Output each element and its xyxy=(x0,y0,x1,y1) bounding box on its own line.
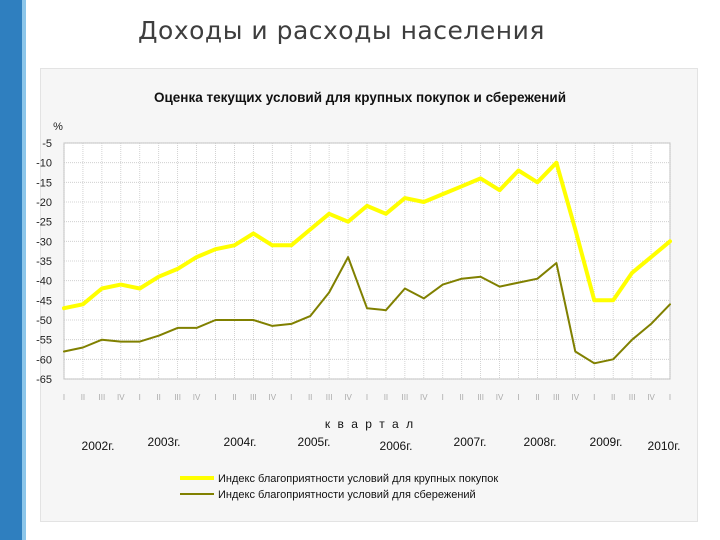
y-tick-label: -10 xyxy=(36,158,52,170)
x-tick-label: III xyxy=(553,393,560,402)
slide-title: Доходы и расходы населения xyxy=(138,16,545,45)
y-tick-label: -55 xyxy=(36,335,52,347)
x-tick-label: II xyxy=(308,393,312,402)
year-label: 2006г. xyxy=(380,439,413,453)
x-tick-label: I xyxy=(214,393,216,402)
year-label: 2009г. xyxy=(590,435,623,449)
x-tick-label: II xyxy=(535,393,539,402)
x-tick-label: II xyxy=(611,393,615,402)
chart-title: Оценка текущих условий для крупных покуп… xyxy=(154,90,566,105)
legend-label-1: Индекс благоприятности условий для крупн… xyxy=(218,473,498,485)
year-label: 2003г. xyxy=(148,435,181,449)
x-tick-label: I xyxy=(593,393,595,402)
x-tick-label: IV xyxy=(572,393,580,402)
x-tick-label: I xyxy=(290,393,292,402)
y-tick-label: -45 xyxy=(36,295,52,307)
x-tick-label: IV xyxy=(193,393,201,402)
year-label: 2010г. xyxy=(648,439,681,453)
x-tick-label: IV xyxy=(269,393,277,402)
year-label: 2002г. xyxy=(82,439,115,453)
x-tick-label: II xyxy=(81,393,85,402)
y-tick-label: -40 xyxy=(36,276,52,288)
x-tick-label: I xyxy=(517,393,519,402)
x-axis-label: к в а р т а л xyxy=(325,417,415,431)
x-tick-label: III xyxy=(99,393,106,402)
x-tick-label: II xyxy=(384,393,388,402)
slide-left-bar xyxy=(0,0,22,540)
y-tick-label: -20 xyxy=(36,197,52,209)
x-tick-label: I xyxy=(366,393,368,402)
x-tick-label: II xyxy=(459,393,463,402)
x-tick-label: II xyxy=(232,393,236,402)
x-tick-label: III xyxy=(174,393,181,402)
series-line-1 xyxy=(62,160,672,311)
x-tick-label: IV xyxy=(647,393,655,402)
y-tick-label: -60 xyxy=(36,354,52,366)
year-label: 2008г. xyxy=(524,435,557,449)
x-tick-label: IV xyxy=(496,393,504,402)
slide-left-bar-accent xyxy=(22,0,26,540)
y-tick-label: -50 xyxy=(36,315,52,327)
x-tick-label: III xyxy=(326,393,333,402)
y-tick-label: -15 xyxy=(36,177,52,189)
year-label: 2004г. xyxy=(224,435,257,449)
x-tick-label: III xyxy=(629,393,636,402)
x-tick-label: I xyxy=(63,393,65,402)
x-tick-label: I xyxy=(669,393,671,402)
y-tick-label: -35 xyxy=(36,256,52,268)
x-tick-label: III xyxy=(250,393,257,402)
x-tick-label: IV xyxy=(117,393,125,402)
y-tick-label: -65 xyxy=(36,374,52,386)
x-tick-label: III xyxy=(477,393,484,402)
x-tick-label: II xyxy=(156,393,160,402)
x-tick-label: IV xyxy=(420,393,428,402)
y-axis-label: % xyxy=(53,121,63,133)
y-tick-label: -30 xyxy=(36,236,52,248)
x-tick-label: III xyxy=(402,393,409,402)
legend-label-2: Индекс благоприятности условий для сбере… xyxy=(218,489,476,501)
x-tick-label: I xyxy=(139,393,141,402)
y-tick-label: -25 xyxy=(36,217,52,229)
series-line-2 xyxy=(63,256,671,365)
year-label: 2007г. xyxy=(454,435,487,449)
x-tick-label: I xyxy=(442,393,444,402)
year-label: 2005г. xyxy=(298,435,331,449)
x-tick-label: IV xyxy=(344,393,352,402)
y-tick-label: -5 xyxy=(42,138,52,150)
